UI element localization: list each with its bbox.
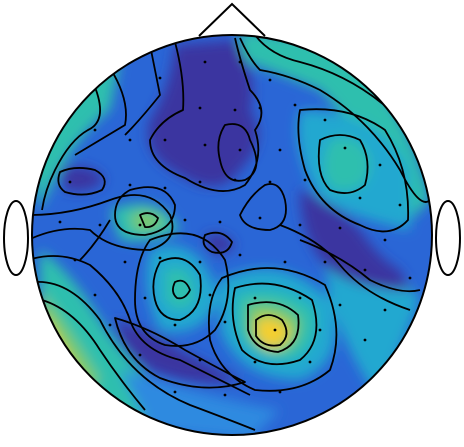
activity-color-field: [32, 35, 432, 435]
right-ear-outline: [435, 200, 461, 276]
left-ear-outline: [3, 200, 29, 276]
head-outline: [31, 34, 433, 436]
sensor-markers: [58, 60, 412, 397]
nose-outline: [198, 2, 266, 37]
